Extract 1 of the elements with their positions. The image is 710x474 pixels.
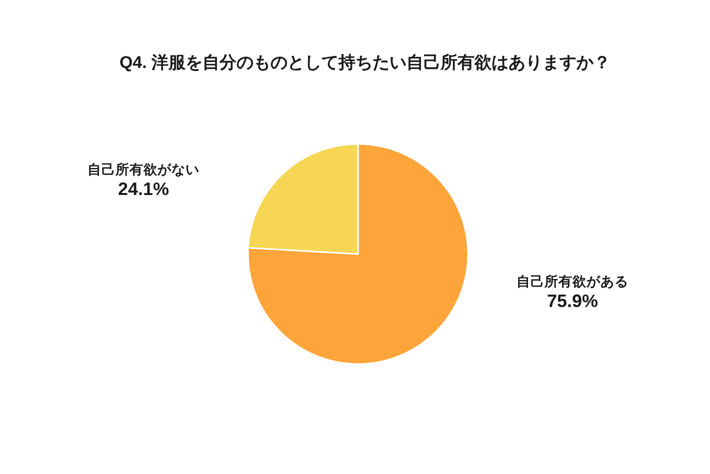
title: Q4. 洋服を自分のものとして持ちたい自己所有欲はありますか？ [119, 53, 611, 72]
